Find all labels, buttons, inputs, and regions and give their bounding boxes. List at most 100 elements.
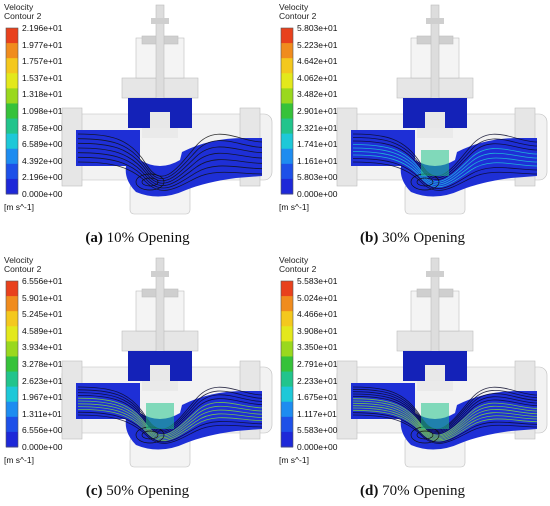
colorbar-segment: [6, 341, 18, 357]
colorbar-segment: [281, 371, 293, 388]
colorbar-tick-label: 5.223e+01: [297, 39, 338, 50]
colorbar-tick-label: 3.934e+01: [22, 342, 63, 353]
colorbar-segment: [6, 326, 18, 342]
colorbar-tick-label: 4.642e+01: [297, 56, 338, 67]
high-velocity-region: [421, 403, 449, 429]
colorbar-tick-label: 1.741e+01: [297, 139, 338, 150]
streamlines: [77, 386, 263, 444]
streamline: [352, 400, 538, 437]
colorbar-frame: [5, 280, 19, 448]
colorbar-segment: [281, 58, 293, 74]
streamline: [77, 133, 263, 177]
colorbar-segment: [281, 133, 293, 150]
colorbar-segment: [6, 88, 18, 104]
streamline: [352, 393, 538, 434]
seat: [417, 128, 453, 138]
panel-caption: (c) 50% Opening: [0, 483, 275, 500]
colorbar-segment: [6, 431, 18, 448]
colorbar-segment: [6, 371, 18, 388]
colorbar-tick-label: 1.967e+01: [22, 392, 63, 403]
colorbar-segment: [6, 148, 18, 165]
fluid-domain: [351, 98, 537, 197]
legend-title-line1: Velocity: [279, 255, 309, 265]
colorbar-segment: [6, 311, 18, 327]
colorbar-segment: [281, 296, 293, 312]
panel-label: (c): [85, 483, 103, 499]
panel-30-opening: Velocity Contour 2 5.803e+01 5.223e+01 4.642…: [275, 0, 550, 253]
colorbar-segment: [281, 73, 293, 89]
stem-collar: [426, 271, 444, 277]
colorbar-segment: [6, 58, 18, 74]
colorbar-segment: [6, 163, 18, 180]
streamline: [352, 391, 538, 432]
streamline: [77, 400, 263, 437]
colorbar-tick-label: 3.908e+01: [297, 325, 338, 336]
recirculation-vortex: [135, 173, 165, 191]
legend-title-line1: Velocity: [4, 2, 34, 12]
streamline: [352, 405, 538, 440]
seat: [142, 381, 178, 391]
colorbar-tick-label: 1.098e+01: [22, 106, 63, 116]
colorbar-segment: [281, 118, 293, 135]
recirculation-vortex: [416, 177, 434, 187]
colorbar-tick-label: 5.024e+01: [297, 292, 338, 303]
colorbar-tick-label: 1.977e+01: [22, 39, 63, 50]
colorbar-tick-label: 4.392e+00: [22, 155, 63, 166]
colorbar-segment: [6, 28, 18, 44]
streamline: [77, 138, 263, 179]
panel-70-opening: Velocity Contour 2 5.583e+01 5.024e+01 4.466…: [275, 253, 550, 506]
plug: [425, 112, 445, 132]
panel-10-opening: Velocity Contour 2 2.196e+01 1.977e+01 1.757…: [0, 0, 275, 253]
colorbar-tick-label: 4.466e+01: [297, 309, 338, 320]
colorbar-segment: [6, 73, 18, 89]
colorbar-tick-label: 2.321e+01: [297, 122, 338, 133]
colorbar-segment: [281, 148, 293, 165]
high-velocity-region: [421, 150, 449, 176]
panel-caption: (b) 30% Opening: [275, 230, 550, 247]
colorbar-tick-label: 2.233e+01: [297, 375, 338, 386]
streamline: [352, 140, 538, 181]
flow-passage: [76, 130, 262, 197]
plug: [150, 365, 170, 385]
panel-label: (a): [85, 230, 103, 246]
streamline: [77, 142, 263, 182]
streamline: [352, 151, 538, 186]
colorbar-tick-label: 1.757e+01: [22, 56, 63, 67]
colorbar-tick-label: 1.675e+01: [297, 392, 338, 403]
colorbar-segment: [281, 103, 293, 120]
streamline: [352, 154, 538, 188]
recirculation-vortex: [141, 177, 159, 187]
colorbar-segment: [6, 103, 18, 120]
streamline: [77, 156, 263, 189]
colorbar-segment: [6, 43, 18, 59]
panel-label: (d): [360, 483, 379, 499]
colorbar-segment: [281, 163, 293, 180]
legend-title: Velocity Contour 2: [4, 3, 41, 21]
colorbar-segment: [281, 431, 293, 448]
colorbar-segment: [281, 28, 293, 44]
colorbar-segment: [281, 386, 293, 403]
colorbar-segment: [6, 133, 18, 150]
flow-passage: [351, 130, 537, 197]
high-velocity-region: [146, 403, 174, 429]
colorbar-frame: [280, 27, 294, 195]
streamline: [352, 407, 538, 441]
colorbar: [280, 280, 294, 448]
colorbar-segment: [6, 401, 18, 418]
streamline: [77, 147, 263, 184]
flow-passage: [351, 383, 537, 450]
recirculation-vortex: [416, 430, 434, 440]
colorbar-segment: [281, 178, 293, 195]
colorbar-tick-label: 3.482e+01: [297, 89, 338, 100]
streamlines: [352, 386, 538, 444]
colorbar-tick-label: 2.623e+01: [22, 375, 63, 386]
streamline: [77, 152, 263, 187]
colorbar-tick-label: 0.000e+00: [297, 442, 338, 452]
colorbar-segment: [281, 401, 293, 418]
colorbar-tick-label: 5.901e+01: [22, 292, 63, 303]
colorbar-tick-label: 2.196e+00: [22, 172, 63, 183]
streamline: [352, 395, 538, 435]
streamline: [352, 158, 538, 189]
legend-title-line2: Contour 2: [279, 264, 317, 274]
panel-caption-text: 30% Opening: [382, 230, 465, 246]
